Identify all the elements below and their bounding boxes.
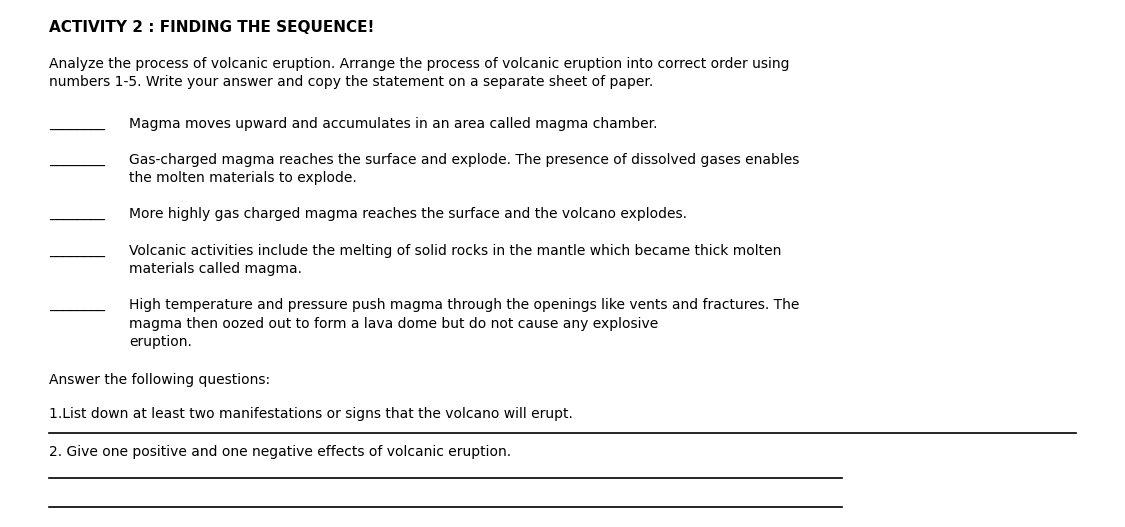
Text: ________: ________ [48,153,105,167]
Text: 1.List down at least two manifestations or signs that the volcano will erupt.: 1.List down at least two manifestations … [48,407,573,421]
Text: 2. Give one positive and one negative effects of volcanic eruption.: 2. Give one positive and one negative ef… [48,444,511,458]
Text: ACTIVITY 2 : FINDING THE SEQUENCE!: ACTIVITY 2 : FINDING THE SEQUENCE! [48,19,375,35]
Text: ________: ________ [48,244,105,258]
Text: Magma moves upward and accumulates in an area called magma chamber.: Magma moves upward and accumulates in an… [129,116,658,131]
Text: High temperature and pressure push magma through the openings like vents and fra: High temperature and pressure push magma… [129,298,800,349]
Text: Analyze the process of volcanic eruption. Arrange the process of volcanic erupti: Analyze the process of volcanic eruption… [48,57,790,90]
Text: Answer the following questions:: Answer the following questions: [48,374,270,387]
Text: ________: ________ [48,298,105,313]
Text: Volcanic activities include the melting of solid rocks in the mantle which becam: Volcanic activities include the melting … [129,244,782,276]
Text: ________: ________ [48,208,105,221]
Text: More highly gas charged magma reaches the surface and the volcano explodes.: More highly gas charged magma reaches th… [129,208,687,221]
Text: ________: ________ [48,116,105,131]
Text: Gas-charged magma reaches the surface and explode. The presence of dissolved gas: Gas-charged magma reaches the surface an… [129,153,800,186]
